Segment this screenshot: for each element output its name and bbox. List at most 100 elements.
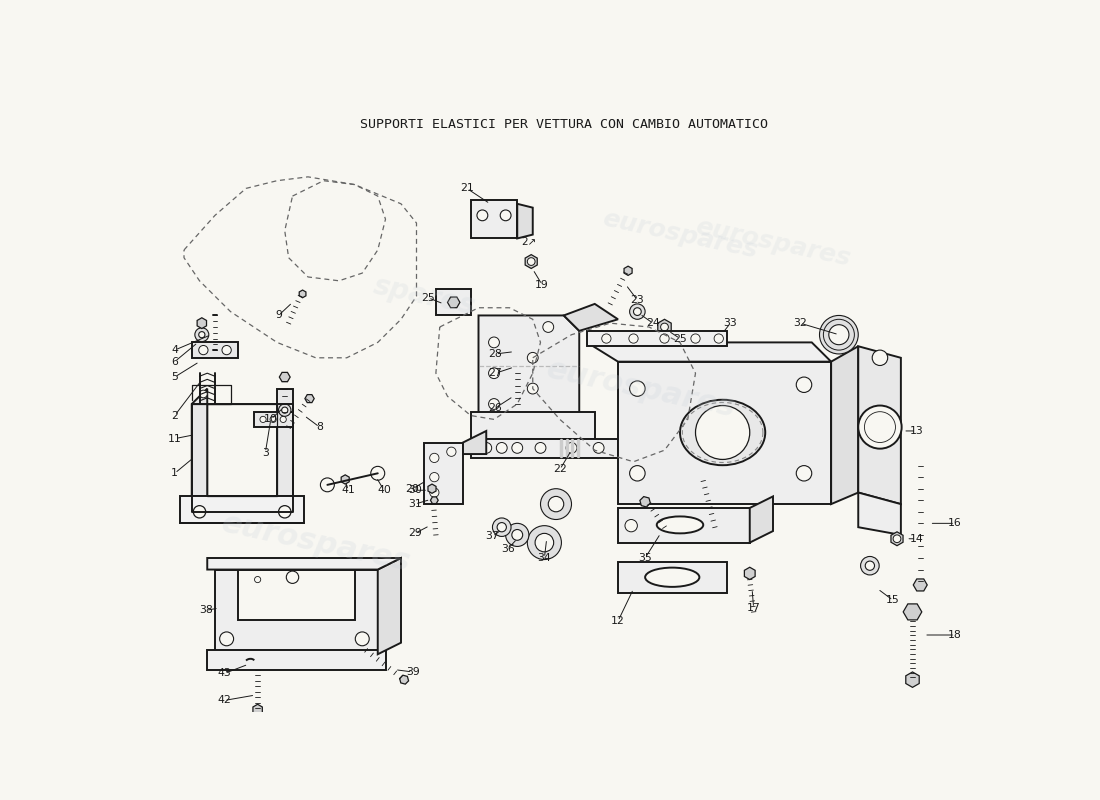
Text: 17: 17 <box>747 603 760 613</box>
Text: 29: 29 <box>408 528 421 538</box>
Text: SUPPORTI ELASTICI PER VETTURA CON CAMBIO AUTOMATICO: SUPPORTI ELASTICI PER VETTURA CON CAMBIO… <box>360 118 768 130</box>
Polygon shape <box>525 254 537 269</box>
Polygon shape <box>640 497 650 507</box>
Text: 33: 33 <box>724 318 737 328</box>
Circle shape <box>893 535 901 542</box>
Text: 4: 4 <box>172 345 178 355</box>
Text: 38: 38 <box>199 606 212 615</box>
Text: 25: 25 <box>673 334 686 343</box>
Circle shape <box>858 406 902 449</box>
Text: 10: 10 <box>264 414 277 424</box>
Text: 2: 2 <box>172 410 178 421</box>
Ellipse shape <box>493 518 512 537</box>
Ellipse shape <box>828 325 849 345</box>
Polygon shape <box>341 475 349 484</box>
Polygon shape <box>587 331 726 346</box>
Text: 14: 14 <box>910 534 923 544</box>
Polygon shape <box>471 412 595 438</box>
Circle shape <box>496 442 507 454</box>
Ellipse shape <box>199 332 205 338</box>
Circle shape <box>535 442 546 454</box>
Circle shape <box>796 466 812 481</box>
Text: eurospares: eurospares <box>693 214 852 270</box>
Circle shape <box>625 519 637 532</box>
Text: 21: 21 <box>460 183 474 194</box>
Text: 23: 23 <box>630 295 645 305</box>
Circle shape <box>194 506 206 518</box>
Circle shape <box>695 406 750 459</box>
Ellipse shape <box>629 304 645 319</box>
Ellipse shape <box>866 561 874 570</box>
Circle shape <box>660 334 669 343</box>
Ellipse shape <box>860 557 879 575</box>
Circle shape <box>430 454 439 462</box>
Circle shape <box>714 334 724 343</box>
Polygon shape <box>891 532 903 546</box>
Circle shape <box>661 323 669 331</box>
Circle shape <box>278 506 290 518</box>
Text: 39: 39 <box>406 667 419 677</box>
Polygon shape <box>207 558 402 570</box>
Circle shape <box>199 346 208 354</box>
Polygon shape <box>299 290 306 298</box>
Text: 36: 36 <box>502 544 515 554</box>
Polygon shape <box>478 315 580 427</box>
Polygon shape <box>517 204 532 238</box>
Circle shape <box>488 368 499 378</box>
Text: 9: 9 <box>275 310 282 321</box>
Polygon shape <box>428 484 436 494</box>
Circle shape <box>629 466 645 481</box>
Circle shape <box>488 337 499 348</box>
Circle shape <box>371 466 385 480</box>
Circle shape <box>872 350 888 366</box>
Text: eurospares: eurospares <box>601 206 760 262</box>
Polygon shape <box>191 342 239 358</box>
Text: 27: 27 <box>488 368 503 378</box>
Polygon shape <box>425 442 463 504</box>
Ellipse shape <box>657 517 703 534</box>
Polygon shape <box>563 304 618 331</box>
Polygon shape <box>624 266 632 275</box>
Circle shape <box>280 416 286 422</box>
Circle shape <box>220 632 233 646</box>
Text: eurospares: eurospares <box>544 354 738 423</box>
Text: 32: 32 <box>793 318 807 328</box>
Circle shape <box>286 571 299 583</box>
Circle shape <box>514 347 520 353</box>
Text: eurospares: eurospares <box>219 508 412 577</box>
Circle shape <box>222 346 231 354</box>
Text: 31: 31 <box>408 499 421 509</box>
Polygon shape <box>191 496 293 512</box>
Circle shape <box>481 442 492 454</box>
Ellipse shape <box>634 308 641 315</box>
Text: 22: 22 <box>553 465 566 474</box>
Text: 16: 16 <box>948 518 962 528</box>
Ellipse shape <box>645 568 700 587</box>
Polygon shape <box>858 493 901 535</box>
Polygon shape <box>750 496 773 542</box>
Circle shape <box>199 390 207 398</box>
Text: 26: 26 <box>488 403 503 413</box>
Text: 12: 12 <box>612 616 625 626</box>
Circle shape <box>691 334 701 343</box>
Circle shape <box>542 322 553 332</box>
Ellipse shape <box>282 407 288 414</box>
Circle shape <box>447 447 456 456</box>
Text: 11: 11 <box>168 434 182 444</box>
Text: 5: 5 <box>172 372 178 382</box>
Circle shape <box>430 473 439 482</box>
Polygon shape <box>514 402 521 412</box>
Text: 18: 18 <box>948 630 962 640</box>
Text: 6: 6 <box>172 357 178 366</box>
Polygon shape <box>377 558 402 654</box>
Text: 19: 19 <box>536 280 549 290</box>
Text: 41: 41 <box>341 486 355 495</box>
Ellipse shape <box>680 400 766 466</box>
Polygon shape <box>587 342 832 362</box>
Polygon shape <box>858 346 901 504</box>
Polygon shape <box>512 344 522 356</box>
Polygon shape <box>471 438 618 458</box>
Polygon shape <box>191 496 293 512</box>
Text: 24: 24 <box>646 318 660 328</box>
Polygon shape <box>463 431 486 454</box>
